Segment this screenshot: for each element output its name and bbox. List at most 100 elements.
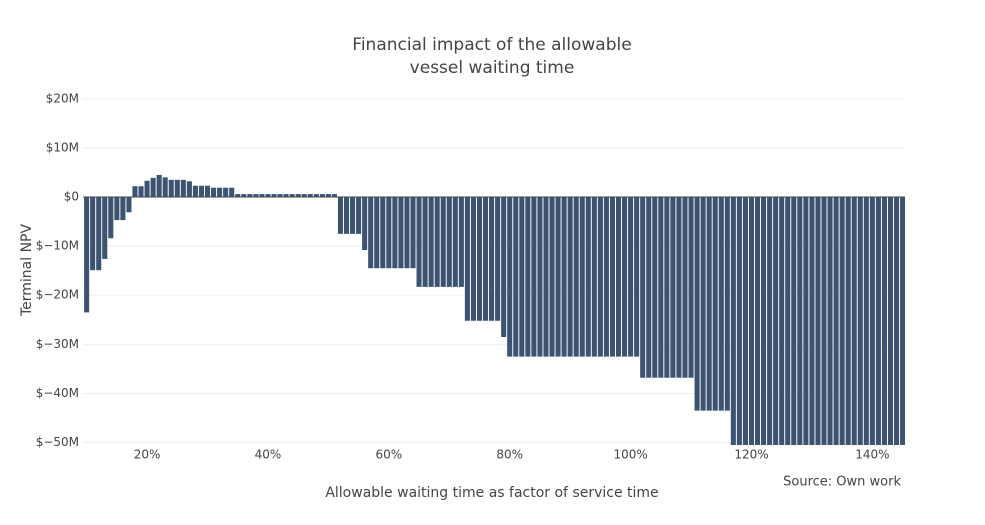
bar: [845, 197, 851, 445]
bar: [543, 197, 549, 357]
bar: [295, 194, 301, 198]
bar: [585, 197, 591, 357]
bar: [211, 187, 217, 198]
bar: [331, 194, 337, 198]
bar: [174, 179, 180, 198]
bar: [773, 197, 779, 445]
bar: [253, 194, 259, 198]
bar: [386, 197, 392, 269]
bar: [881, 197, 887, 445]
bar: [869, 197, 875, 445]
bar: [368, 197, 374, 269]
bar: [887, 197, 894, 445]
bar: [464, 197, 470, 321]
bar: [609, 197, 616, 357]
bar: [748, 197, 755, 445]
y-tick-label: $−20M: [36, 288, 79, 302]
bar: [815, 197, 821, 445]
x-tick-label: 20%: [134, 448, 161, 462]
bar: [573, 197, 579, 357]
bar: [652, 197, 658, 378]
bar: [307, 194, 313, 198]
bar: [597, 197, 603, 357]
bar: [555, 197, 561, 357]
bar: [742, 197, 748, 445]
bar: [313, 194, 319, 198]
bar: [501, 197, 507, 337]
bar: [694, 197, 700, 411]
bar: [797, 197, 803, 445]
bar: [235, 194, 241, 198]
bar: [356, 197, 362, 234]
chart-title: Financial impact of the allowable vessel…: [352, 35, 632, 78]
bar: [247, 194, 253, 198]
x-tick-label: 100%: [613, 448, 647, 462]
bar: [718, 197, 724, 411]
bar: [827, 197, 833, 445]
bar: [712, 197, 718, 411]
bar: [458, 197, 464, 287]
x-tick-label: 120%: [734, 448, 768, 462]
bar: [803, 197, 809, 445]
bar: [343, 197, 350, 234]
bar: [833, 197, 839, 445]
bar: [204, 185, 211, 198]
bar: [761, 197, 767, 445]
bar: [259, 194, 265, 198]
bar: [519, 197, 525, 357]
bar: [476, 197, 483, 321]
bar: [628, 197, 634, 357]
bar: [325, 194, 331, 198]
y-tick-label: $−30M: [36, 337, 79, 351]
bar: [434, 197, 440, 287]
bar: [416, 197, 422, 287]
bar: [180, 179, 186, 198]
bar: [688, 197, 694, 378]
bar: [603, 197, 609, 357]
x-tick-label: 140%: [855, 448, 889, 462]
bar: [706, 197, 712, 411]
bar: [84, 197, 90, 313]
bar: [223, 187, 229, 198]
bar: [156, 174, 162, 198]
bar: [676, 197, 682, 378]
bar: [132, 186, 138, 198]
bar: [785, 197, 791, 445]
bar: [736, 197, 742, 445]
bar: [404, 197, 410, 269]
bar: [265, 194, 271, 198]
bar: [168, 179, 174, 198]
bar: [700, 197, 706, 411]
bar: [138, 186, 144, 198]
bar: [162, 177, 168, 198]
bar: [283, 194, 289, 198]
bar: [821, 197, 827, 445]
bar: [567, 197, 573, 357]
bar: [198, 185, 205, 198]
bar: [809, 197, 815, 445]
bar: [241, 194, 247, 198]
bar: [658, 197, 664, 378]
bar: [350, 197, 356, 234]
y-tick-label: $10M: [46, 140, 79, 154]
bar: [186, 181, 192, 198]
bar: [428, 197, 434, 287]
bar: [634, 197, 640, 357]
bar: [839, 197, 845, 445]
bar: [489, 197, 495, 321]
bar: [392, 197, 398, 269]
bar: [380, 197, 386, 269]
bar: [507, 197, 513, 357]
bar: [851, 197, 857, 445]
bar: [791, 197, 797, 445]
bar: [301, 194, 307, 198]
bar: [767, 197, 773, 445]
bar: [622, 197, 628, 357]
x-axis-label: Allowable waiting time as factor of serv…: [325, 485, 658, 501]
bar: [863, 197, 869, 445]
bar: [646, 197, 652, 378]
bar: [591, 197, 597, 357]
bar: [96, 197, 102, 271]
bar: [754, 197, 761, 445]
